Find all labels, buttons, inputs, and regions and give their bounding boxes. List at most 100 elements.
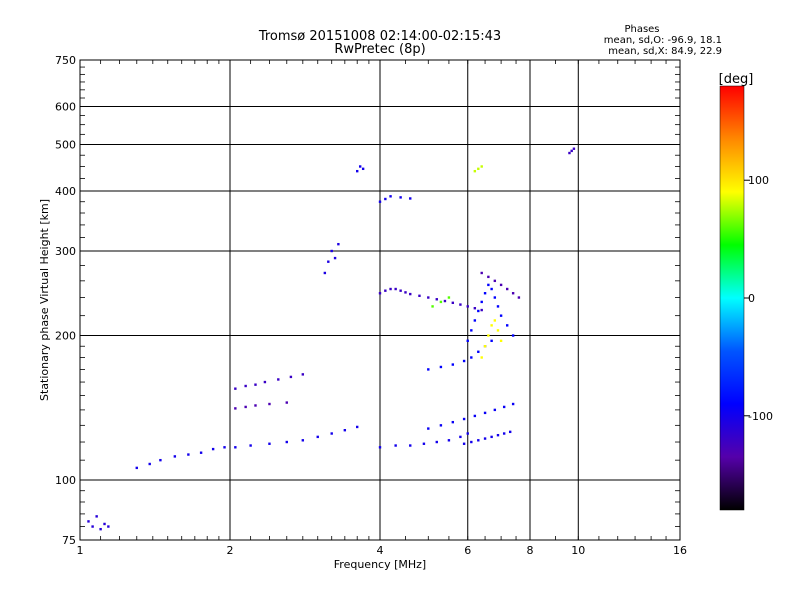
- y-tick-label: 400: [55, 185, 76, 198]
- y-tick-label: 100: [55, 474, 76, 487]
- data-point: [511, 292, 515, 295]
- data-point: [268, 402, 271, 406]
- data-point: [477, 350, 480, 353]
- colorbar: [719, 85, 745, 511]
- x-tick-label: 2: [227, 544, 234, 557]
- data-point: [480, 308, 483, 312]
- data-point: [87, 520, 90, 523]
- data-point: [91, 525, 94, 528]
- data-point: [254, 383, 257, 386]
- data-point: [289, 375, 293, 379]
- data-point: [511, 402, 515, 406]
- data-point: [394, 444, 397, 447]
- data-point: [361, 167, 365, 171]
- data-point: [254, 404, 257, 407]
- data-point: [477, 439, 480, 442]
- data-point: [135, 466, 138, 470]
- data-point: [431, 305, 434, 308]
- y-tick-label: 750: [55, 54, 76, 67]
- data-point: [570, 149, 573, 153]
- data-point: [277, 378, 280, 381]
- x-tick-label: 4: [377, 544, 384, 557]
- data-point: [505, 324, 509, 327]
- data-point: [517, 296, 521, 299]
- data-point: [148, 462, 151, 466]
- chart-subtitle: RwPretec (8p): [334, 42, 425, 57]
- data-point: [499, 339, 503, 343]
- data-point: [409, 197, 412, 200]
- grid-lines: [80, 60, 680, 540]
- data-point: [483, 411, 487, 415]
- x-tick-label: 1: [77, 544, 84, 557]
- data-point: [462, 359, 466, 363]
- data-point: [285, 440, 288, 444]
- data-point: [384, 289, 387, 292]
- data-point: [301, 439, 305, 442]
- data-point: [490, 287, 493, 291]
- data-point: [473, 414, 477, 418]
- data-point: [487, 283, 490, 287]
- data-point: [95, 515, 98, 518]
- data-point: [358, 165, 362, 168]
- data-point: [244, 384, 247, 388]
- data-point: [490, 435, 493, 439]
- data-point: [493, 408, 497, 412]
- data-point: [199, 451, 203, 454]
- data-point: [487, 275, 490, 279]
- data-point: [480, 300, 483, 304]
- colorbar-tick-label: 0: [748, 292, 755, 305]
- data-point: [473, 307, 477, 310]
- data-point: [389, 287, 392, 291]
- data-point: [473, 169, 477, 173]
- data-point: [316, 435, 319, 439]
- data-point: [496, 433, 500, 437]
- y-tick-label: 500: [55, 139, 76, 152]
- data-point: [511, 334, 515, 337]
- data-point: [285, 401, 288, 404]
- data-point: [480, 271, 483, 275]
- data-point: [337, 242, 340, 246]
- data-point: [451, 363, 455, 366]
- data-point: [451, 301, 455, 305]
- data-point: [490, 324, 493, 327]
- phase-stats-o: mean, sd,O: -96.9, 18.1: [604, 35, 722, 46]
- x-axis-label: Frequency [MHz]: [334, 558, 426, 571]
- data-point: [211, 447, 215, 451]
- phase-stats-heading: Phases: [624, 24, 659, 35]
- data-point: [234, 407, 237, 410]
- data-point: [470, 356, 473, 359]
- colorbar-label: [deg]: [719, 72, 754, 87]
- data-point: [493, 279, 497, 283]
- data-point: [378, 200, 382, 203]
- data-point: [568, 151, 571, 155]
- data-point: [404, 291, 407, 294]
- data-point: [263, 380, 267, 384]
- data-point: [103, 522, 106, 526]
- data-point: [466, 432, 469, 435]
- data-point: [490, 339, 493, 343]
- data-point: [480, 165, 483, 168]
- y-tick-label: 75: [62, 534, 76, 547]
- data-point: [435, 440, 438, 444]
- data-point: [483, 292, 487, 295]
- data-point: [477, 309, 480, 313]
- data-point: [355, 169, 359, 173]
- data-point: [477, 167, 480, 171]
- data-point: [418, 294, 421, 297]
- data-point: [268, 442, 271, 445]
- data-point: [343, 429, 347, 432]
- data-point: [502, 432, 506, 435]
- data-point: [327, 260, 330, 263]
- data-point: [447, 439, 451, 442]
- data-point: [187, 453, 190, 456]
- data-point: [378, 292, 382, 295]
- data-point: [355, 425, 359, 429]
- x-tick-label: 16: [673, 544, 687, 557]
- data-points: [87, 147, 576, 531]
- data-point: [466, 339, 469, 343]
- data-point: [333, 256, 337, 260]
- data-point: [173, 455, 177, 458]
- data-point: [234, 446, 237, 449]
- data-point: [399, 196, 402, 199]
- data-point: [99, 527, 102, 531]
